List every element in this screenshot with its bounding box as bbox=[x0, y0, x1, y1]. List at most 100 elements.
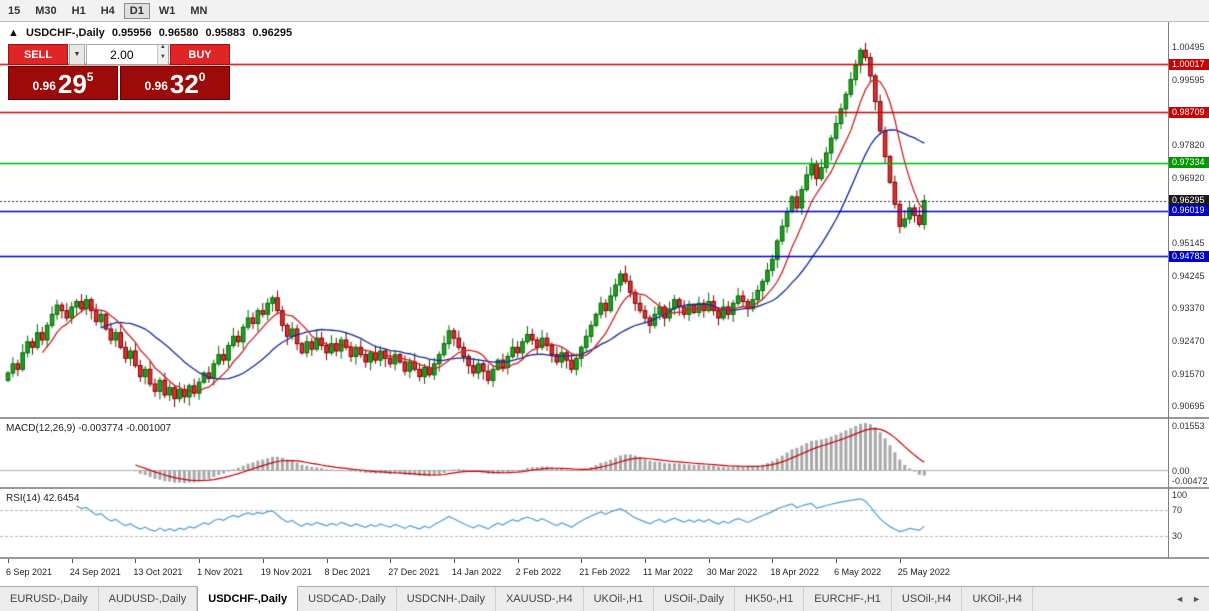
price-scale-tick: 0.97820 bbox=[1172, 139, 1205, 150]
time-axis-label: 13 Oct 2021 bbox=[133, 567, 183, 577]
ohlc-high: 0.96580 bbox=[158, 27, 199, 39]
time-axis-tick bbox=[327, 559, 328, 563]
chart-tab-hk50-h1[interactable]: HK50-,H1 bbox=[735, 587, 805, 611]
price-scale-tick: 0.93370 bbox=[1172, 303, 1205, 314]
macd-indicator-canvas[interactable] bbox=[0, 419, 1168, 487]
timeframe-button-h1[interactable]: H1 bbox=[71, 4, 86, 17]
time-axis-label: 6 May 2022 bbox=[834, 567, 882, 577]
tabs-scroll-left-icon[interactable]: ◄ bbox=[1175, 594, 1185, 604]
volume-input[interactable] bbox=[87, 45, 157, 64]
rsi-indicator-canvas[interactable] bbox=[0, 489, 1168, 557]
chart-tabs: EURUSD-,Daily AUDUSD-,Daily USDCHF-,Daily U… bbox=[0, 586, 1033, 611]
time-axis-tick bbox=[709, 559, 710, 563]
sell-price-box[interactable]: 0.96 29 5 bbox=[8, 66, 118, 100]
price-level-badge: 0.94783 bbox=[1169, 250, 1209, 262]
time-axis-tick bbox=[581, 559, 582, 563]
chart-tab-eurusd-daily[interactable]: EURUSD-,Daily bbox=[0, 587, 99, 611]
time-axis-tick bbox=[135, 559, 136, 563]
time-axis-label: 24 Sep 2021 bbox=[69, 567, 121, 577]
time-axis-tick bbox=[72, 559, 73, 563]
macd-scale-tick: 0.00 bbox=[1172, 466, 1190, 477]
chart-title: USDCHF-,Daily bbox=[25, 27, 105, 39]
time-axis-label: 30 Mar 2022 bbox=[706, 567, 758, 577]
time-axis-label: 11 Mar 2022 bbox=[643, 567, 693, 577]
sell-price-big: 29 bbox=[57, 69, 87, 99]
chart-tab-usoil-h4[interactable]: USOil-,H4 bbox=[892, 587, 963, 611]
time-axis-tick bbox=[199, 559, 200, 563]
price-level-badge: 0.98709 bbox=[1169, 106, 1209, 118]
buy-price-box[interactable]: 0.96 32 0 bbox=[120, 66, 230, 100]
chart-tab-eurchf-h1[interactable]: EURCHF-,H1 bbox=[804, 587, 892, 611]
price-scale-tick: 0.99595 bbox=[1172, 74, 1205, 85]
chart-tab-xauusd-h4[interactable]: XAUUSD-,H4 bbox=[496, 587, 584, 611]
time-axis[interactable]: 6 Sep 2021 24 Sep 2021 13 Oct 2021 1 Nov 20… bbox=[0, 559, 1209, 586]
time-axis-tick bbox=[900, 559, 901, 563]
time-axis-tick bbox=[8, 559, 9, 563]
rsi-scale-tick: 100 bbox=[1172, 490, 1188, 500]
chart-tab-usdchf-daily[interactable]: USDCHF-,Daily bbox=[197, 586, 299, 611]
tab-scroll-controls: ◄ ► bbox=[1167, 587, 1209, 611]
ohlc-close: 0.96295 bbox=[252, 27, 293, 39]
price-scale-tick: 0.92470 bbox=[1172, 336, 1205, 347]
ohlc-open: 0.95956 bbox=[111, 27, 152, 39]
price-level-badge: 0.96019 bbox=[1169, 205, 1209, 217]
price-scale-tick: 0.94245 bbox=[1172, 270, 1205, 281]
order-options-dropdown[interactable]: ▼ bbox=[69, 44, 85, 65]
chart-tab-bar: EURUSD-,Daily AUDUSD-,Daily USDCHF-,Daily U… bbox=[0, 586, 1209, 611]
buy-price-big: 32 bbox=[169, 69, 199, 99]
chart-tab-usoil-daily[interactable]: USOil-,Daily bbox=[654, 587, 735, 611]
buy-price-prefix: 0.96 bbox=[144, 79, 168, 93]
time-axis-label: 27 Dec 2021 bbox=[388, 567, 440, 577]
timeframe-button-15[interactable]: 15 bbox=[8, 4, 21, 17]
sell-price-prefix: 0.96 bbox=[32, 79, 56, 93]
time-axis-tick bbox=[836, 559, 837, 563]
chart-tab-usdcnh-daily[interactable]: USDCNH-,Daily bbox=[397, 587, 496, 611]
volume-field-wrap: ▲ ▼ bbox=[86, 44, 169, 65]
panel-collapse-icon[interactable]: ▲ bbox=[8, 27, 19, 39]
time-axis-label: 1 Nov 2021 bbox=[197, 567, 244, 577]
chart-tab-usdcad-daily[interactable]: USDCAD-,Daily bbox=[298, 587, 397, 611]
buy-price-sup: 0 bbox=[198, 70, 206, 84]
panel-separator[interactable] bbox=[0, 417, 1209, 419]
price-level-badge: 0.97334 bbox=[1169, 157, 1209, 169]
chart-symbol-header: ▲ USDCHF-,Daily 0.95956 0.96580 0.95883 … bbox=[8, 27, 296, 39]
price-scale-tick: 1.00495 bbox=[1172, 41, 1205, 52]
timeframe-button-h4[interactable]: H4 bbox=[100, 4, 115, 17]
rsi-scale-tick: 30 bbox=[1172, 530, 1183, 541]
stepper-up-icon[interactable]: ▲ bbox=[157, 44, 168, 55]
timeframe-button-mn[interactable]: MN bbox=[190, 4, 208, 17]
time-axis-tick bbox=[645, 559, 646, 563]
time-axis-label: 25 May 2022 bbox=[897, 567, 950, 577]
rsi-label: RSI(14) 42.6454 bbox=[6, 493, 80, 504]
buy-button[interactable]: BUY bbox=[170, 44, 230, 65]
sell-button[interactable]: SELL bbox=[8, 44, 68, 65]
chart-tab-audusd-daily[interactable]: AUDUSD-,Daily bbox=[99, 587, 198, 611]
time-axis-tick bbox=[772, 559, 773, 563]
time-axis-label: 14 Jan 2022 bbox=[451, 567, 502, 577]
time-axis-label: 6 Sep 2021 bbox=[6, 567, 53, 577]
timeframe-button-d1[interactable]: D1 bbox=[123, 2, 150, 19]
price-scale-tick: 0.95145 bbox=[1172, 237, 1205, 248]
macd-scale-tick: 0.01553 bbox=[1172, 421, 1205, 431]
macd-scale-tick: -0.00472 bbox=[1172, 476, 1208, 486]
price-scale-tick: 0.90695 bbox=[1172, 401, 1205, 412]
stepper-down-icon[interactable]: ▼ bbox=[157, 54, 168, 64]
chart-tab-ukoil-h4[interactable]: UKOil-,H4 bbox=[962, 587, 1033, 611]
panel-separator[interactable] bbox=[0, 487, 1209, 489]
timeframe-button-w1[interactable]: W1 bbox=[158, 4, 176, 17]
price-scale-tick: 0.96920 bbox=[1172, 172, 1205, 183]
one-click-trading-panel: SELL ▼ ▲ ▼ BUY 0.96 29 5 0.96 32 bbox=[8, 44, 230, 100]
chevron-down-icon: ▼ bbox=[73, 51, 81, 58]
rsi-scale-tick: 70 bbox=[1172, 505, 1183, 516]
panel-separator[interactable] bbox=[0, 557, 1209, 559]
timeframe-button-m30[interactable]: M30 bbox=[35, 4, 57, 17]
time-axis-tick bbox=[263, 559, 264, 563]
chart-tab-ukoil-h1[interactable]: UKOil-,H1 bbox=[584, 587, 655, 611]
price-level-badge: 0.96295 bbox=[1169, 195, 1209, 207]
tabs-scroll-right-icon[interactable]: ► bbox=[1192, 594, 1201, 604]
time-axis-label: 19 Nov 2021 bbox=[260, 567, 312, 577]
ohlc-low: 0.95883 bbox=[205, 27, 246, 39]
time-axis-tick bbox=[518, 559, 519, 563]
price-scale: 1.00495 0.99595 0.97820 0.96920 0.95145 0.942… bbox=[1168, 22, 1209, 558]
